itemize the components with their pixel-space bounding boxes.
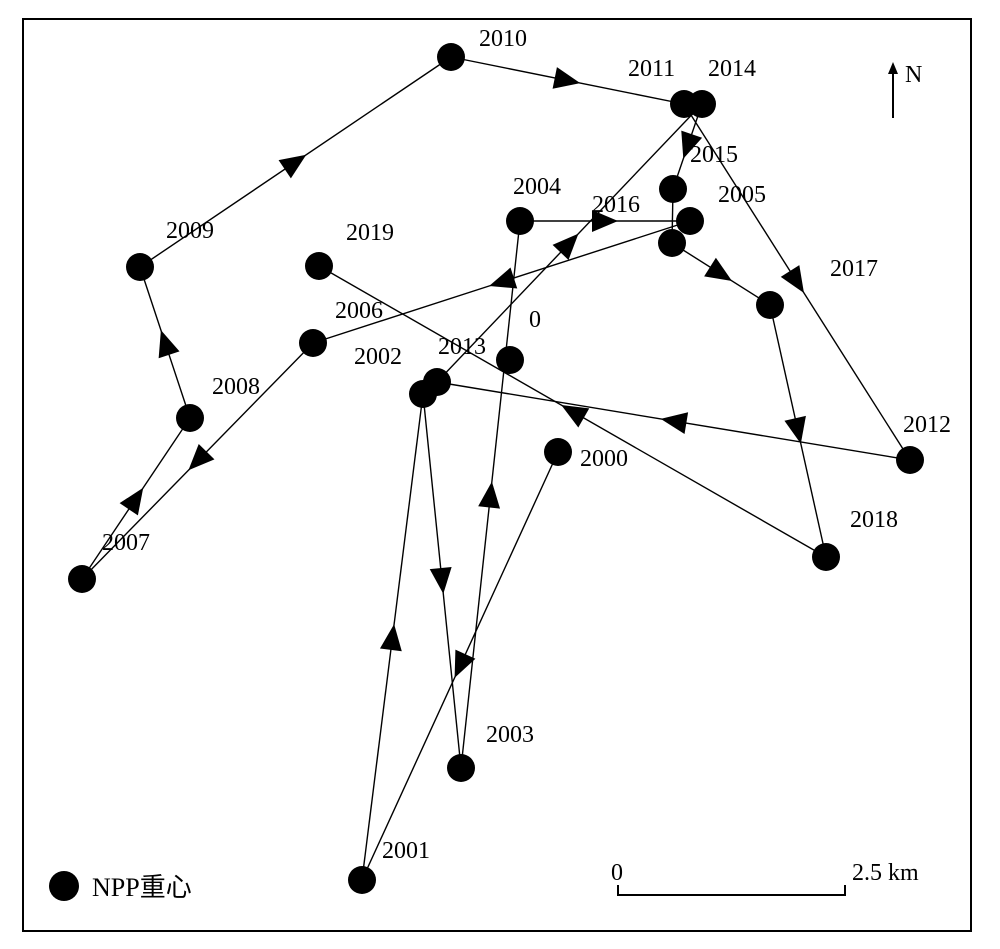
direction-arrow-icon	[158, 330, 180, 359]
point-label-2014: 2014	[708, 56, 756, 82]
point-label-2002: 2002	[354, 344, 402, 370]
centroid-point-2004	[506, 207, 534, 235]
direction-arrow-icon	[552, 67, 581, 89]
point-label-2008: 2008	[212, 374, 260, 400]
point-labels: 2000 2001 2002 2003 2004 2005 2006 2007 2008 2009…	[102, 26, 951, 864]
centroid-point-2006	[299, 329, 327, 357]
north-arrow: N	[888, 62, 922, 118]
direction-arrow-icon	[552, 233, 579, 260]
centroid-point-2019	[305, 252, 333, 280]
centroid-point-2013	[423, 368, 451, 396]
legend-label: NPP重心	[92, 873, 192, 902]
point-label-2001: 2001	[382, 838, 430, 864]
direction-arrow-icon	[784, 415, 806, 444]
point-label-2005: 2005	[718, 182, 766, 208]
point-label-2009: 2009	[166, 218, 214, 244]
point-label-0: 0	[529, 307, 541, 333]
point-label-2003: 2003	[486, 722, 534, 748]
centroid-point-2001	[348, 866, 376, 894]
point-label-2012: 2012	[903, 412, 951, 438]
migration-paths	[81, 56, 911, 881]
north-arrow-head-icon	[888, 62, 898, 74]
direction-arrows	[119, 67, 806, 678]
direction-arrow-icon	[119, 487, 144, 516]
centroid-point-2017	[756, 291, 784, 319]
centroid-point-0	[496, 346, 524, 374]
centroid-point-2010	[437, 43, 465, 71]
scale-bar-end-label: 2.5 km	[852, 860, 919, 886]
direction-arrow-icon	[489, 267, 518, 289]
legend: NPP重心	[49, 871, 192, 902]
centroid-point-2000	[544, 438, 572, 466]
centroid-point-2015	[659, 175, 687, 203]
direction-arrow-icon	[379, 624, 402, 652]
direction-arrow-icon	[278, 154, 307, 179]
point-label-2019: 2019	[346, 220, 394, 246]
legend-marker-icon	[49, 871, 79, 901]
centroid-point-2009	[126, 253, 154, 281]
direction-arrow-icon	[561, 405, 590, 428]
north-label: N	[905, 62, 922, 88]
map-frame	[22, 18, 972, 932]
point-label-2016: 2016	[592, 192, 640, 218]
direction-arrow-icon	[592, 210, 618, 232]
point-label-2006: 2006	[335, 298, 383, 324]
point-label-2015: 2015	[690, 142, 738, 168]
centroid-point-2014	[688, 90, 716, 118]
point-label-2000: 2000	[580, 446, 628, 472]
direction-arrow-icon	[780, 265, 804, 293]
scale-bar: 0 2.5 km	[611, 860, 919, 896]
point-label-2010: 2010	[479, 26, 527, 52]
centroid-points	[68, 43, 924, 894]
point-label-2013: 2013	[438, 334, 486, 360]
point-label-2004: 2004	[513, 174, 561, 200]
centroid-point-2018	[812, 543, 840, 571]
point-label-2007: 2007	[102, 530, 150, 556]
scale-bar-start-label: 0	[611, 860, 623, 886]
direction-arrow-icon	[660, 412, 689, 434]
direction-arrow-icon	[188, 444, 215, 471]
point-label-2011: 2011	[628, 56, 675, 82]
centroid-point-2005	[676, 207, 704, 235]
direction-arrow-icon	[478, 481, 501, 509]
direction-arrow-icon	[681, 130, 703, 159]
direction-arrow-icon	[704, 257, 732, 281]
centroid-point-2016	[658, 229, 686, 257]
point-label-2018: 2018	[850, 507, 898, 533]
centroid-point-2003	[447, 754, 475, 782]
centroid-point-2012	[896, 446, 924, 474]
direction-arrow-icon	[454, 649, 476, 678]
direction-arrow-icon	[429, 566, 452, 594]
point-label-2017: 2017	[830, 256, 878, 282]
centroid-point-2008	[176, 404, 204, 432]
centroid-point-2007	[68, 565, 96, 593]
